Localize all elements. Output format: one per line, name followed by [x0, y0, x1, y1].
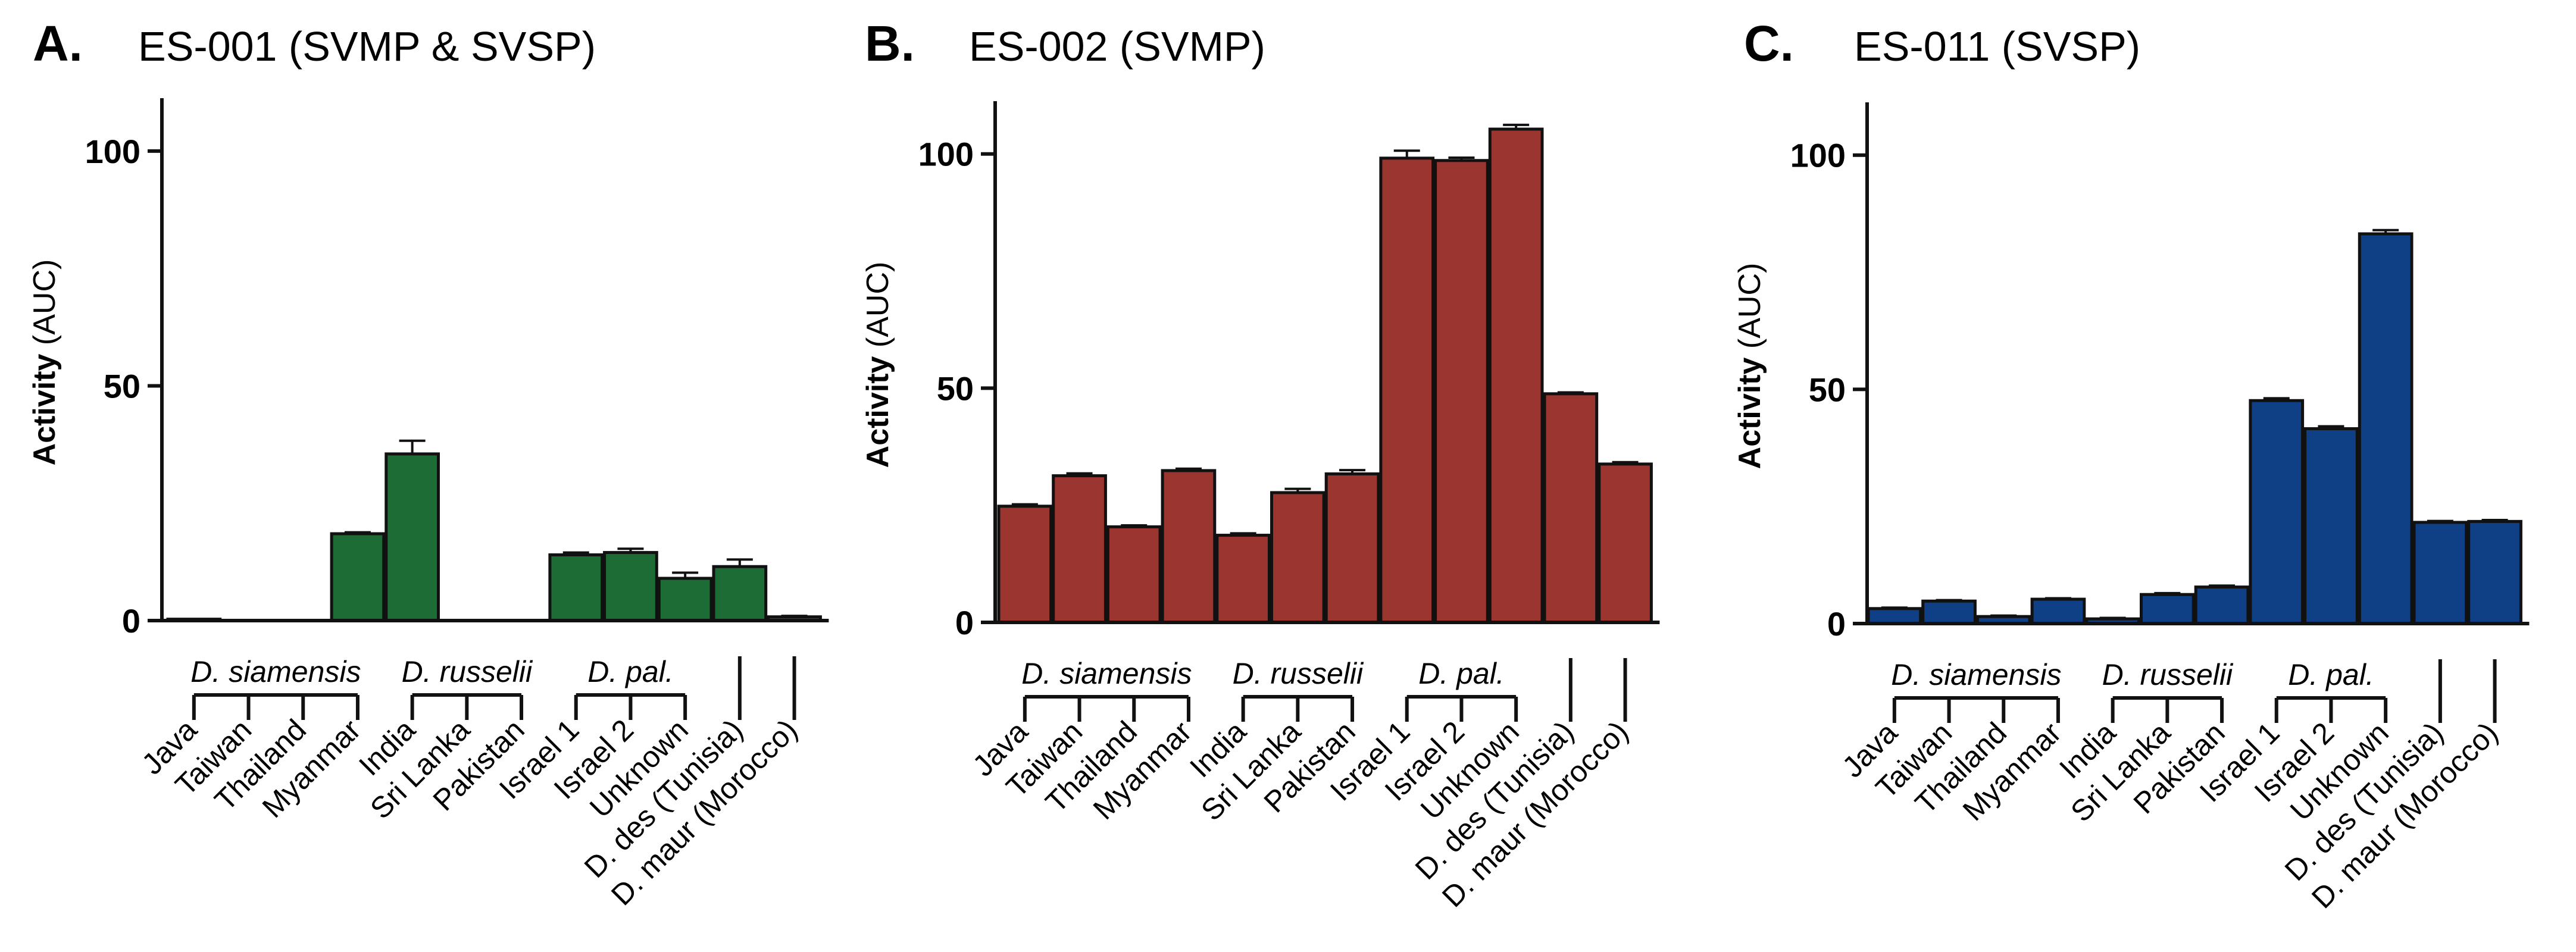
bar-israel-1 — [1379, 156, 1435, 624]
panel-letter: A. — [33, 15, 83, 71]
group-label: D. pal. — [1418, 657, 1505, 690]
bar-pakistan — [1324, 472, 1380, 624]
bar-pakistan — [2194, 585, 2250, 625]
group-label: D. siamensis — [1021, 657, 1192, 690]
y-tick-label: 100 — [85, 133, 140, 170]
y-axis-label: Activity (AUC) — [1733, 263, 1767, 469]
group-label: D. russelii — [1233, 657, 1364, 690]
bar-israel-1 — [2249, 399, 2305, 625]
bar-java — [1867, 607, 1922, 625]
y-tick-label: 50 — [937, 369, 974, 407]
bar-d-des-tunisia- — [1543, 392, 1599, 624]
bar-unknown — [2358, 232, 2414, 625]
bar-unknown — [1488, 127, 1544, 624]
group-label: D. russelii — [402, 655, 533, 688]
bar-israel-2 — [1434, 159, 1489, 624]
y-axis-label-bold: Activity — [1733, 357, 1767, 469]
y-axis-label-bold: Activity — [27, 353, 62, 465]
bar-sri-lanka — [2140, 593, 2195, 625]
panel-b: B. ES-002 (SVMP) Activity (AUC) 0 50 100 D. si… — [861, 15, 1660, 913]
panel-a: A. ES-001 (SVMP & SVSP) Activity (AUC) 0 50 1… — [27, 15, 829, 912]
y-tick-label: 0 — [122, 602, 140, 640]
bar-taiwan — [1921, 599, 1977, 625]
panel-title: ES-002 (SVMP) — [969, 23, 1265, 70]
y-tick-label: 50 — [1809, 371, 1846, 408]
panel-title: ES-011 (SVSP) — [1854, 23, 2140, 70]
bar-myanmar — [2030, 597, 2086, 625]
group-label: D. russelii — [2102, 658, 2234, 691]
y-tick-label: 100 — [1790, 137, 1846, 174]
group-label: D. pal. — [2288, 658, 2374, 691]
y-axis-label-bold: Activity — [861, 356, 895, 468]
y-tick-label: 50 — [104, 367, 140, 405]
bar-d-maur-morocco- — [1598, 462, 1653, 624]
bar-india — [1215, 534, 1271, 624]
bar-thailand — [1106, 525, 1162, 624]
group-label: D. siamensis — [1891, 658, 2061, 691]
y-axis-label-rest: (AUC) — [1733, 263, 1767, 358]
bar-israel-1 — [548, 553, 604, 622]
bar-java — [997, 505, 1053, 624]
y-axis-label-rest: (AUC) — [861, 262, 895, 356]
y-tick-label: 0 — [955, 604, 974, 641]
y-tick-label: 0 — [1827, 605, 1846, 643]
y-axis-label-rest: (AUC) — [27, 259, 62, 354]
panel-letter: B. — [865, 15, 915, 71]
bar-sri-lanka — [1270, 491, 1325, 624]
group-label: D. pal. — [587, 655, 674, 688]
panel-c: C. ES-011 (SVSP) Activity (AUC) 0 50 100 D. si… — [1733, 15, 2530, 915]
bar-d-des-tunisia- — [2412, 521, 2468, 625]
y-axis-label: Activity (AUC) — [27, 259, 62, 466]
bar-israel-2 — [2303, 427, 2359, 625]
bar-d-des-tunisia- — [712, 565, 768, 622]
bar-unknown — [657, 577, 713, 622]
panel-title: ES-001 (SVMP & SVSP) — [138, 23, 596, 70]
y-axis-label: Activity (AUC) — [861, 262, 895, 468]
bar-myanmar — [330, 532, 386, 622]
bar-israel-2 — [603, 551, 658, 622]
bar-myanmar — [1161, 469, 1217, 624]
y-tick-label: 100 — [918, 136, 974, 173]
bar-india — [384, 452, 440, 622]
bar-taiwan — [1052, 474, 1107, 624]
panel-letter: C. — [1744, 15, 1794, 71]
bar-d-maur-morocco- — [2467, 519, 2522, 625]
group-label: D. siamensis — [190, 655, 361, 688]
